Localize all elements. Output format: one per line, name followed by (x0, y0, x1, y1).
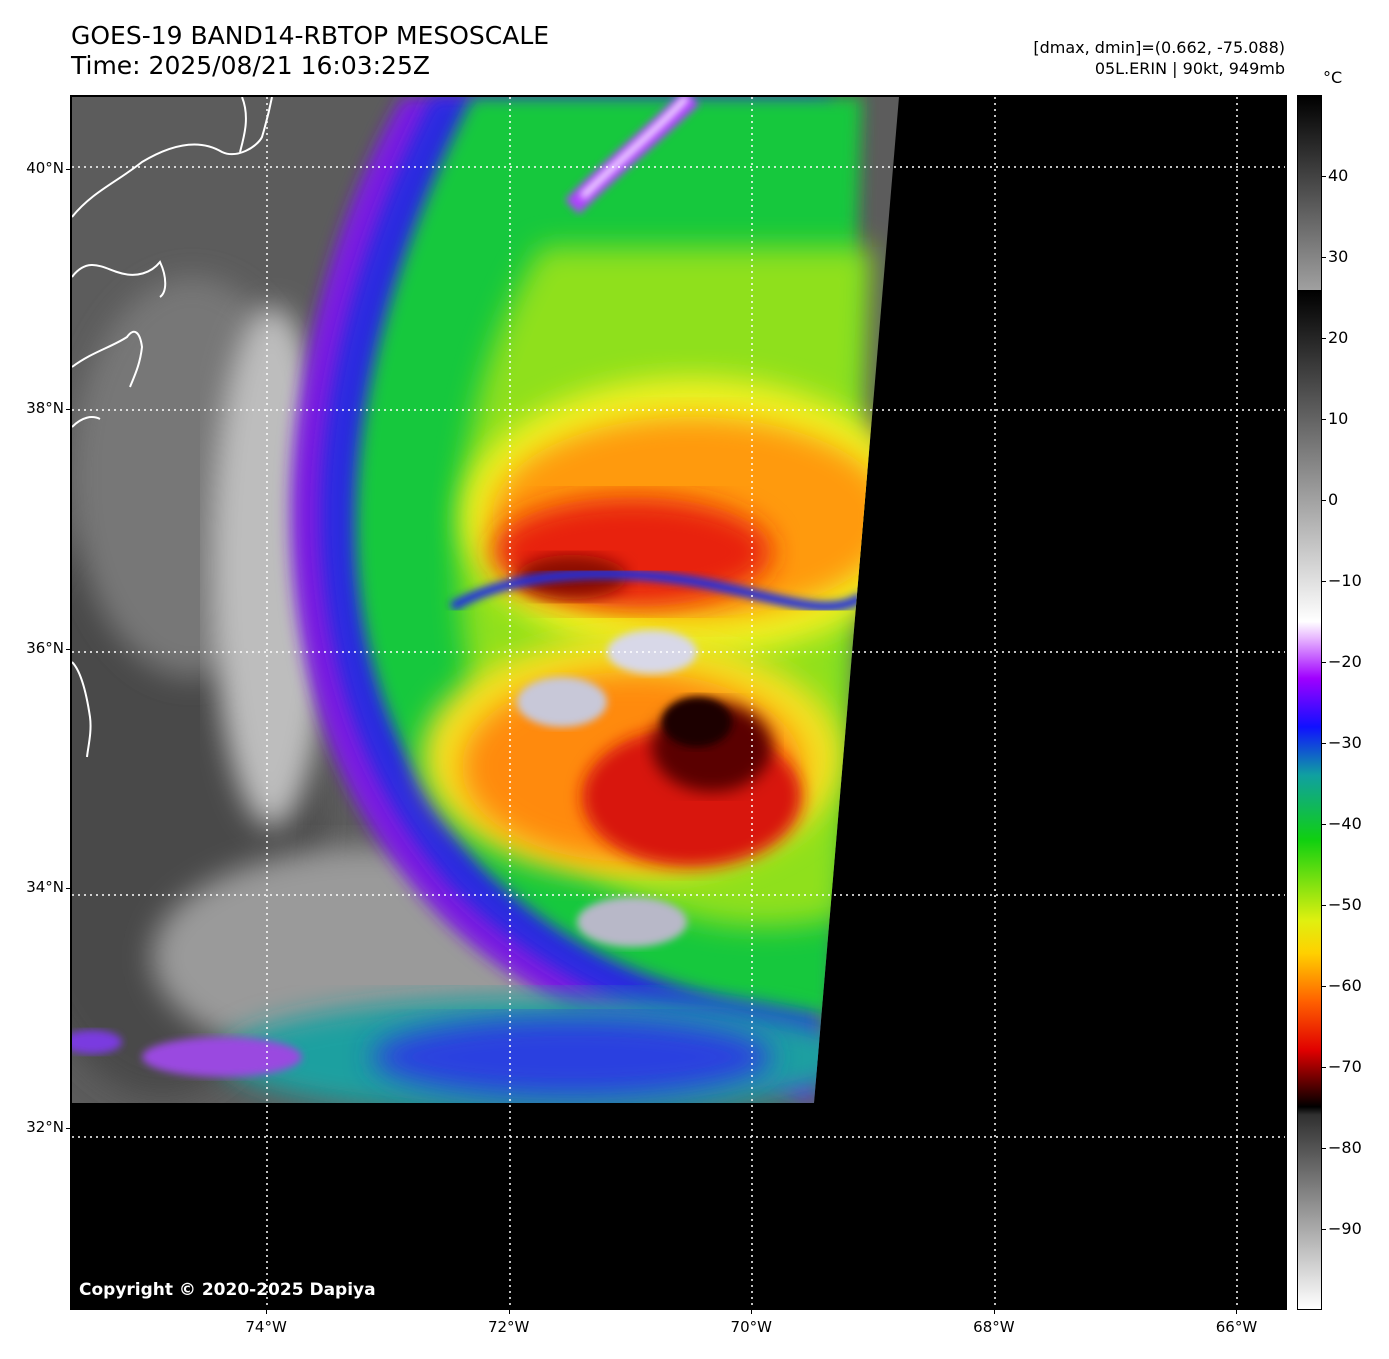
colorbar-tick-label: 40 (1328, 166, 1349, 185)
lon-tick-label: 72°W (487, 1318, 530, 1336)
colorbar-tick-label: 0 (1328, 490, 1339, 509)
colorbar-tick-mark (1321, 986, 1326, 987)
colorbar-tick-label: −60 (1328, 976, 1362, 995)
lat-lon-gridlines (72, 97, 1285, 1308)
colorbar-tick-mark (1321, 500, 1326, 501)
colorbar-tick-mark (1321, 743, 1326, 744)
lat-tick-mark (66, 888, 70, 890)
colorbar-tick-label: −20 (1328, 652, 1362, 671)
colorbar-tick-mark (1321, 176, 1326, 177)
lon-tick-label: 66°W (1215, 1318, 1258, 1336)
temperature-colorbar (1297, 95, 1322, 1310)
colorbar-unit: °C (1323, 68, 1343, 87)
colorbar-tick-mark (1321, 1067, 1326, 1068)
lon-tick-label: 70°W (730, 1318, 772, 1336)
data-range-label: [dmax, dmin]=(0.662, -75.088) (1033, 38, 1285, 57)
satellite-imagery (72, 97, 1285, 1308)
colorbar-tick-label: 10 (1328, 409, 1349, 428)
colorbar-tick-mark (1321, 419, 1326, 420)
chart-title: GOES-19 BAND14-RBTOP MESOSCALE (71, 21, 550, 50)
ir-swath (72, 97, 899, 1103)
lon-tick-mark (993, 1310, 995, 1314)
lon-tick-mark (1236, 1310, 1238, 1314)
colorbar-tick-label: −40 (1328, 814, 1362, 833)
lat-tick-mark (66, 1128, 70, 1130)
lon-tick-label: 68°W (973, 1318, 1015, 1336)
lat-tick-label: 40°N (26, 158, 64, 177)
coastline (72, 97, 273, 758)
lat-tick-label: 36°N (26, 638, 64, 657)
lat-tick-mark (66, 168, 70, 170)
colorbar-tick-label: −90 (1328, 1219, 1362, 1238)
chart-timestamp: Time: 2025/08/21 16:03:25Z (71, 51, 430, 80)
colorbar-tick-label: −80 (1328, 1138, 1362, 1157)
lon-tick-label: 74°W (245, 1318, 287, 1336)
colorbar-tick-label: −70 (1328, 1057, 1362, 1076)
colorbar-tick-label: −50 (1328, 895, 1362, 914)
colorbar-tick-mark (1321, 1148, 1326, 1149)
colorbar-tick-label: 30 (1328, 247, 1349, 266)
lat-tick-mark (66, 408, 70, 410)
satellite-map: Copyright © 2020-2025 Dapiya (70, 95, 1287, 1310)
lon-tick-mark (751, 1310, 753, 1314)
colorbar-tick-mark (1321, 662, 1326, 663)
lat-tick-label: 38°N (26, 398, 64, 417)
lon-tick-mark (508, 1310, 510, 1314)
lat-tick-label: 32°N (26, 1118, 64, 1137)
colorbar-tick-mark (1321, 338, 1326, 339)
copyright-notice: Copyright © 2020-2025 Dapiya (79, 1280, 376, 1300)
colorbar-tick-mark (1321, 1229, 1326, 1230)
lon-tick-mark (266, 1310, 268, 1314)
lat-tick-mark (66, 648, 70, 650)
colorbar-tick-mark (1321, 257, 1326, 258)
colorbar-tick-mark (1321, 581, 1326, 582)
storm-info-label: 05L.ERIN | 90kt, 949mb (1094, 59, 1285, 78)
lat-tick-label: 34°N (26, 878, 64, 897)
colorbar-tick-label: −30 (1328, 733, 1362, 752)
colorbar-tick-mark (1321, 824, 1326, 825)
colorbar-tick-mark (1321, 905, 1326, 906)
colorbar-tick-label: −10 (1328, 571, 1362, 590)
colorbar-tick-label: 20 (1328, 328, 1349, 347)
